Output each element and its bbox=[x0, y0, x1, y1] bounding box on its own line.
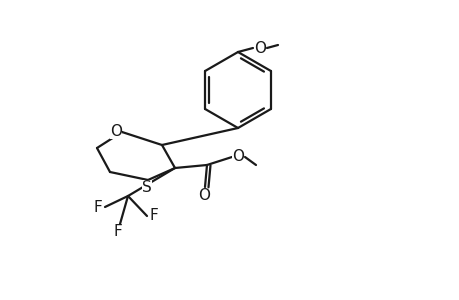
Text: O: O bbox=[197, 188, 210, 203]
Text: F: F bbox=[113, 224, 122, 239]
Text: O: O bbox=[110, 124, 122, 139]
Text: O: O bbox=[253, 40, 265, 56]
Text: O: O bbox=[231, 148, 243, 164]
Text: S: S bbox=[142, 179, 151, 194]
Text: F: F bbox=[149, 208, 158, 224]
Text: F: F bbox=[94, 200, 102, 214]
